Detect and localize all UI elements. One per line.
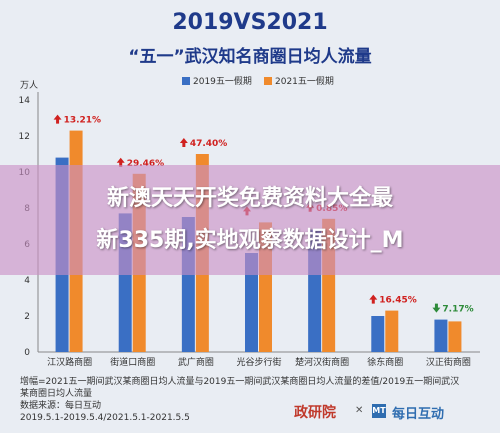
chart-title: 2019VS2021 [172,10,328,35]
y-tick-label: 2 [24,312,30,322]
legend-label: 2021五一假期 [275,76,334,87]
collab-x-icon: ✕ [355,405,364,416]
up-arrow-icon [116,157,125,167]
x-tick-label: 楚河汉街商圈 [295,356,349,368]
meiri-logo-text: 每日互动 [392,407,445,422]
bar-2021 [385,310,399,352]
x-tick-label: 武广商圈 [178,356,214,368]
bar-2021 [448,321,462,352]
growth-annotation: 29.46% [127,159,165,169]
footnote-line2: 某商圈日均人流量 [20,389,93,399]
footnote-dates: 2019.5.1-2019.5.4/2021.5.1-2021.5.5 [20,413,190,423]
x-tick-label: 街道口商圈 [110,356,155,368]
legend-swatch [182,77,190,85]
y-tick-label: 4 [24,276,30,286]
x-tick-label: 江汉路商圈 [47,356,92,368]
zhiyan-logo: 政研院 [294,405,336,421]
x-tick-label: 徐东商圈 [367,356,403,368]
growth-annotation: 7.17% [442,305,473,315]
y-axis-unit-label: 万人 [20,80,38,91]
y-tick-label: 0 [24,348,30,358]
bar-2019 [371,316,385,352]
growth-annotation: 16.45% [379,296,417,306]
chart-subtitle: “五一”武汉知名商圈日均人流量 [128,47,372,67]
y-tick-label: 14 [19,96,31,106]
up-arrow-icon [53,114,62,124]
x-tick-label: 光谷步行街 [236,356,281,368]
up-arrow-icon [179,138,188,147]
footnote-source: 数据来源：每日互动 [20,401,102,411]
growth-annotation: 47.40% [190,139,228,149]
overlay-text-line2: 新335期,实地观察数据设计_M [96,228,404,253]
x-tick-label: 汉正街商圈 [426,356,471,368]
bar-2019 [245,253,258,352]
overlay-text-line1: 新澳天天开奖免费资料大全最 [106,186,393,211]
watermark-overlay [0,165,500,275]
legend-label: 2019五一假期 [193,76,252,87]
down-arrow-icon [432,303,441,313]
bar-2019 [434,319,448,352]
up-arrow-icon [369,294,378,304]
y-tick-label: 12 [19,132,30,142]
footnote-line1: 增幅=2021五一期间武汉某商圈日均人流量与2019五一期间武汉某商圈日均人流量… [20,377,460,387]
legend-swatch [264,77,272,85]
meiri-logo-icon: MT [372,404,386,418]
growth-annotation: 13.21% [64,116,101,126]
